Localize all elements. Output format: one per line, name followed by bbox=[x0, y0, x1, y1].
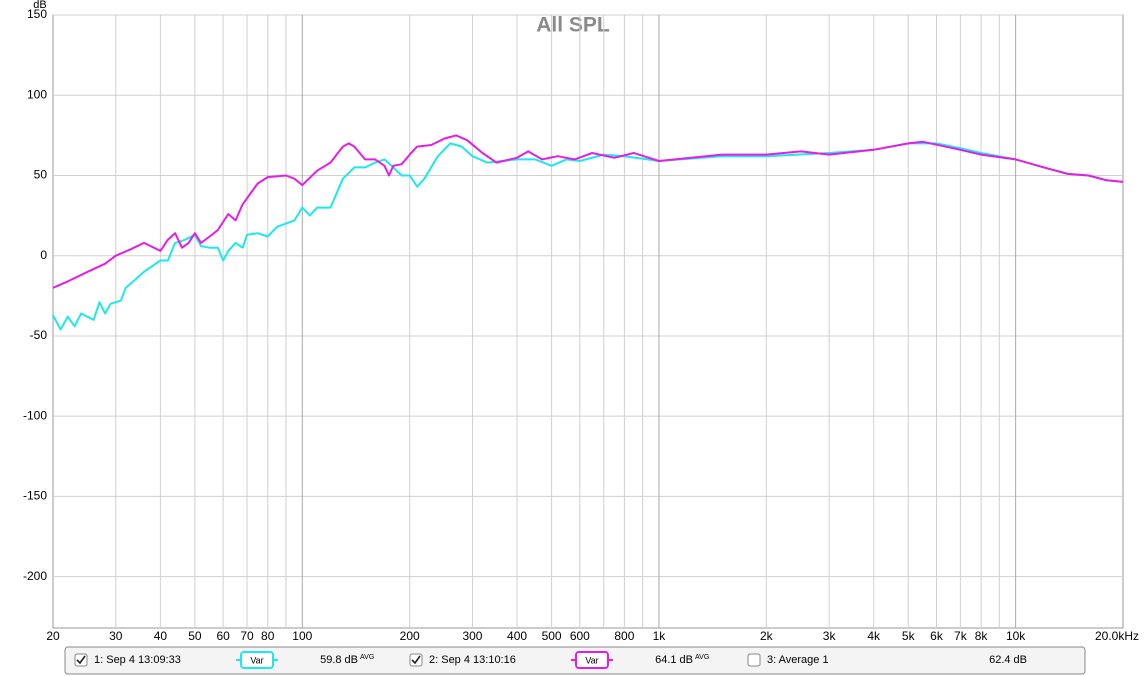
x-tick-label: 70 bbox=[240, 629, 254, 643]
legend-var-box[interactable] bbox=[575, 651, 609, 669]
y-tick-label: 150 bbox=[27, 7, 47, 21]
x-tick-label: 300 bbox=[462, 629, 482, 643]
x-tick-label: 6k bbox=[930, 629, 944, 643]
x-tick-label: 2k bbox=[760, 629, 774, 643]
checkmark[interactable] bbox=[411, 655, 421, 665]
y-tick-label: 100 bbox=[27, 87, 47, 101]
x-tick-label: 60 bbox=[216, 629, 230, 643]
series-line bbox=[52, 142, 1124, 331]
x-tick-label: 50 bbox=[188, 629, 202, 643]
legend-var-box[interactable] bbox=[240, 651, 274, 669]
legend-checkbox[interactable] bbox=[747, 653, 761, 667]
plot-area bbox=[52, 14, 1124, 629]
series-line bbox=[52, 134, 1124, 289]
y-tick-label: -50 bbox=[30, 328, 48, 342]
x-tick-label: 40 bbox=[154, 629, 168, 643]
x-tick-label: 5k bbox=[902, 629, 916, 643]
x-tick-label: 7k bbox=[954, 629, 968, 643]
x-tick-label: 20 bbox=[46, 629, 60, 643]
legend-level-tag: AVG bbox=[360, 654, 374, 661]
legend-var[interactable]: Var bbox=[250, 655, 263, 665]
y-tick-label: -200 bbox=[23, 569, 47, 583]
legend-var[interactable]: Var bbox=[585, 655, 598, 665]
legend-level: 59.8 dB bbox=[320, 654, 358, 666]
y-tick-label: 0 bbox=[40, 248, 47, 262]
x-tick-label: 800 bbox=[614, 629, 634, 643]
x-tick-label: 80 bbox=[261, 629, 275, 643]
x-tick-label: 100 bbox=[292, 629, 312, 643]
x-tick-label: 1k bbox=[653, 629, 667, 643]
x-tick-label: 4k bbox=[867, 629, 881, 643]
y-tick-label: -100 bbox=[23, 408, 47, 422]
x-tick-label: 500 bbox=[542, 629, 562, 643]
y-axis-label: dB bbox=[33, 0, 46, 11]
x-tick-label: 200 bbox=[400, 629, 420, 643]
legend-label: 1: Sep 4 13:09:33 bbox=[94, 654, 181, 666]
legend-label: 2: Sep 4 13:10:16 bbox=[429, 654, 516, 666]
x-tick-label: 3k bbox=[823, 629, 837, 643]
y-tick-label: 50 bbox=[34, 168, 48, 182]
legend-level: 62.4 dB bbox=[989, 654, 1027, 666]
x-tick-label: 10k bbox=[1006, 629, 1026, 643]
legend-level-tag: AVG bbox=[695, 654, 709, 661]
x-tick-label: 8k bbox=[975, 629, 989, 643]
x-tick-label: 400 bbox=[507, 629, 527, 643]
chart-title: All SPL bbox=[536, 14, 610, 37]
y-tick-label: -150 bbox=[23, 489, 47, 503]
legend-checkbox[interactable] bbox=[74, 653, 88, 667]
legend-level: 64.1 dB bbox=[655, 654, 693, 666]
legend-checkbox[interactable] bbox=[409, 653, 423, 667]
x-tick-label: 20.0kHz bbox=[1095, 629, 1139, 643]
x-tick-label: 600 bbox=[570, 629, 590, 643]
legend-label: 3: Average 1 bbox=[767, 654, 829, 666]
x-tick-label: 30 bbox=[109, 629, 123, 643]
checkmark[interactable] bbox=[76, 655, 86, 665]
